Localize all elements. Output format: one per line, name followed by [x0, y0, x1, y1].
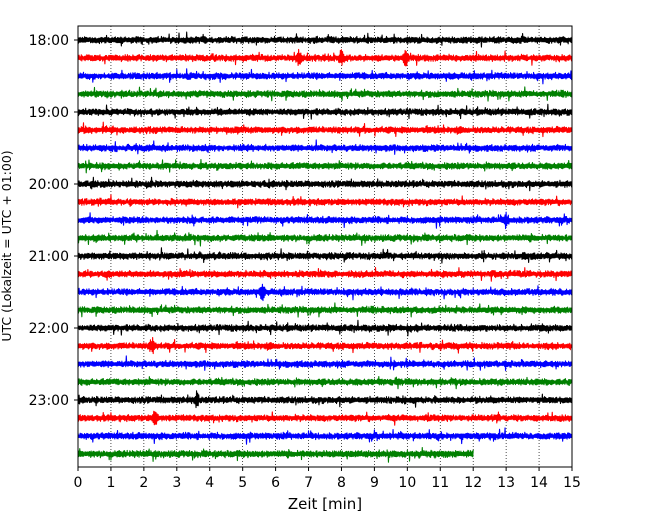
- y-axis-title: UTC (Lokalzeit = UTC + 01:00): [0, 150, 14, 341]
- seismogram-trace: [77, 336, 573, 355]
- y-tick-label: 22:00: [29, 321, 69, 337]
- x-tick-label: 2: [139, 475, 148, 491]
- x-tick-label: 8: [337, 475, 346, 491]
- y-axis-ticks: 18:00 19:00 20:00 21:00 22:00 23:00: [29, 33, 78, 409]
- seismogram-trace: [77, 194, 573, 209]
- y-tick-label: 21:00: [29, 249, 69, 265]
- x-tick-label: 15: [563, 475, 581, 491]
- y-tick-label: 23:00: [29, 393, 69, 409]
- seismogram-trace: [77, 302, 573, 318]
- seismogram-trace: [77, 447, 474, 463]
- seismogram-trace: [77, 121, 573, 138]
- y-tick-label: 18:00: [29, 33, 69, 49]
- x-tick-label: 6: [271, 475, 280, 491]
- x-tick-label: 4: [205, 475, 214, 491]
- x-tick-label: 5: [238, 475, 247, 491]
- seismogram-trace: [77, 375, 573, 390]
- seismogram-trace: [77, 410, 573, 426]
- plot-frame: [77, 25, 573, 468]
- seismogram-trace: [77, 427, 573, 445]
- seismogram-trace: [77, 31, 573, 48]
- seismogram-trace: [77, 139, 573, 155]
- x-axis-ticks: 0 1 2 3 4 5 6 7 8 9 10 11 12 13 14 15: [74, 467, 581, 491]
- seismogram-trace: [77, 247, 573, 264]
- x-axis-title: Zeit [min]: [288, 495, 362, 513]
- x-tick-label: 10: [398, 475, 416, 491]
- seismogram-trace: [77, 68, 573, 85]
- x-tick-label: 7: [304, 475, 313, 491]
- y-tick-label: 20:00: [29, 177, 69, 193]
- seismogram-trace: [77, 176, 573, 192]
- x-tick-label: 1: [106, 475, 115, 491]
- seismogram-trace: [77, 211, 573, 230]
- x-tick-label: 12: [464, 475, 482, 491]
- x-tick-label: 9: [370, 475, 379, 491]
- x-tick-label: 14: [530, 475, 548, 491]
- seismogram-trace: [77, 48, 573, 67]
- seismogram-trace: [77, 319, 573, 337]
- seismogram-trace: [77, 355, 573, 371]
- seismogram-trace: [77, 229, 573, 247]
- seismogram-trace: [77, 283, 573, 302]
- x-tick-label: 0: [74, 475, 83, 491]
- seismogram-trace: [77, 86, 573, 102]
- y-tick-label: 19:00: [29, 105, 69, 121]
- seismogram-trace: [77, 159, 573, 174]
- x-tick-label: 3: [172, 475, 181, 491]
- seismogram-trace: [77, 390, 573, 409]
- seismogram-trace: [77, 103, 573, 120]
- seismogram-traces: [77, 31, 573, 463]
- seismogram-trace: [77, 267, 573, 282]
- x-tick-label: 13: [497, 475, 515, 491]
- x-tick-label: 11: [431, 475, 449, 491]
